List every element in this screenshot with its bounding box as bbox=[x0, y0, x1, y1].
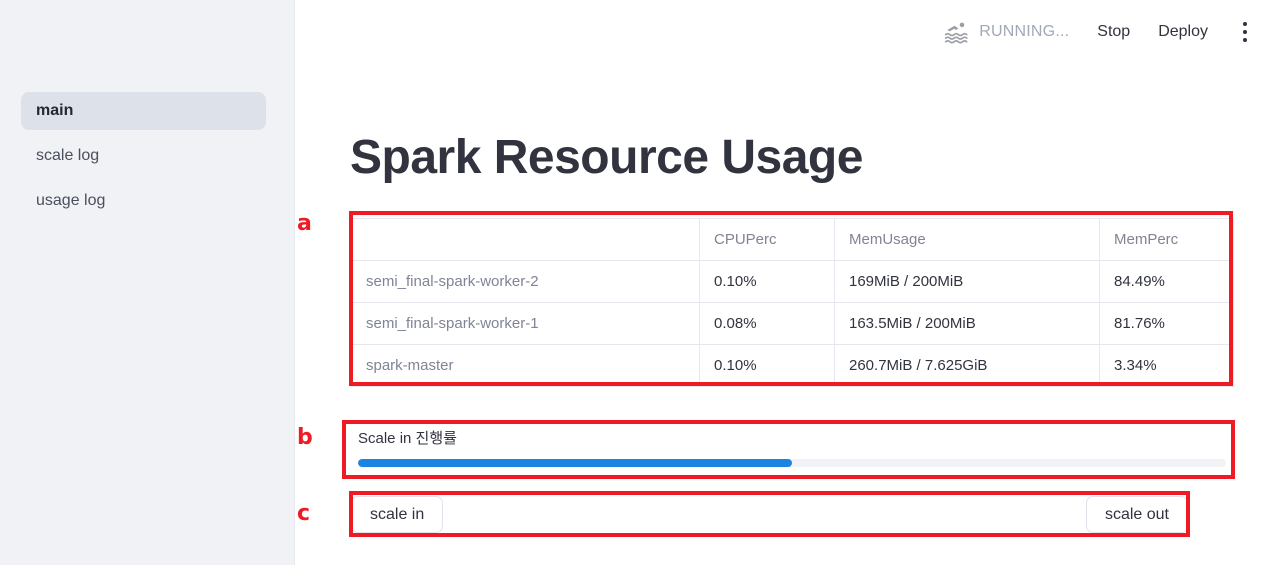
column-header-memperc: MemPerc bbox=[1099, 218, 1234, 261]
cell-memperc: 84.49% bbox=[1099, 260, 1234, 303]
table-header-row: CPUPerc MemUsage MemPerc bbox=[351, 218, 1234, 261]
table-row: semi_final-spark-worker-1 0.08% 163.5MiB… bbox=[351, 302, 1234, 345]
sidebar-item-usage-log[interactable]: usage log bbox=[21, 182, 266, 220]
kebab-dot bbox=[1243, 38, 1247, 42]
page-title: Spark Resource Usage bbox=[350, 131, 863, 184]
sidebar-item-label: scale log bbox=[36, 147, 100, 164]
scale-actions-row: scale in scale out bbox=[351, 495, 1188, 534]
cell-container-name: semi_final-spark-worker-1 bbox=[351, 302, 700, 345]
cell-memusage: 169MiB / 200MiB bbox=[834, 260, 1100, 303]
scale-in-button[interactable]: scale in bbox=[351, 495, 444, 534]
progress-bar-fill bbox=[358, 459, 792, 467]
status-label: RUNNING... bbox=[979, 23, 1070, 40]
progress-bar bbox=[358, 459, 1226, 467]
table-row: spark-master 0.10% 260.7MiB / 7.625GiB 3… bbox=[351, 344, 1234, 387]
main-content: Spark Resource Usage CPUPerc MemUsage Me… bbox=[295, 0, 1274, 565]
scale-progress-block: Scale in 진행률 bbox=[351, 423, 1233, 476]
sidebar-item-label: main bbox=[36, 102, 74, 119]
deploy-button[interactable]: Deploy bbox=[1146, 17, 1220, 47]
header-toolbar: RUNNING... Stop Deploy bbox=[944, 12, 1258, 52]
table-row: semi_final-spark-worker-2 0.10% 169MiB /… bbox=[351, 260, 1234, 303]
running-status: RUNNING... bbox=[944, 19, 1069, 45]
cell-cpuperc: 0.10% bbox=[699, 260, 835, 303]
sidebar-nav: main scale log usage log bbox=[21, 92, 266, 227]
swimmer-icon bbox=[945, 22, 968, 44]
cell-cpuperc: 0.10% bbox=[699, 344, 835, 387]
scale-out-button[interactable]: scale out bbox=[1085, 495, 1188, 534]
cell-memusage: 260.7MiB / 7.625GiB bbox=[834, 344, 1100, 387]
cell-memperc: 81.76% bbox=[1099, 302, 1234, 345]
annotation-letter-a: a bbox=[297, 211, 312, 236]
progress-label: Scale in 진행률 bbox=[358, 430, 457, 447]
cell-memusage: 163.5MiB / 200MiB bbox=[834, 302, 1100, 345]
resource-usage-table: CPUPerc MemUsage MemPerc semi_final-spar… bbox=[351, 218, 1234, 387]
kebab-dot bbox=[1243, 22, 1247, 26]
column-header-memusage: MemUsage bbox=[834, 218, 1100, 261]
stop-button[interactable]: Stop bbox=[1085, 17, 1142, 47]
column-header-cpuperc: CPUPerc bbox=[699, 218, 835, 261]
cell-memperc: 3.34% bbox=[1099, 344, 1234, 387]
sidebar-item-scale-log[interactable]: scale log bbox=[21, 137, 266, 175]
cell-cpuperc: 0.08% bbox=[699, 302, 835, 345]
cell-container-name: semi_final-spark-worker-2 bbox=[351, 260, 700, 303]
cell-container-name: spark-master bbox=[351, 344, 700, 387]
kebab-menu-icon[interactable] bbox=[1232, 17, 1258, 47]
sidebar: main scale log usage log bbox=[0, 0, 295, 565]
sidebar-item-label: usage log bbox=[36, 192, 106, 209]
column-header-index bbox=[351, 218, 700, 261]
annotation-letter-b: b bbox=[297, 425, 313, 450]
sidebar-item-main[interactable]: main bbox=[21, 92, 266, 130]
kebab-dot bbox=[1243, 30, 1247, 34]
annotation-letter-c: c bbox=[297, 501, 311, 526]
